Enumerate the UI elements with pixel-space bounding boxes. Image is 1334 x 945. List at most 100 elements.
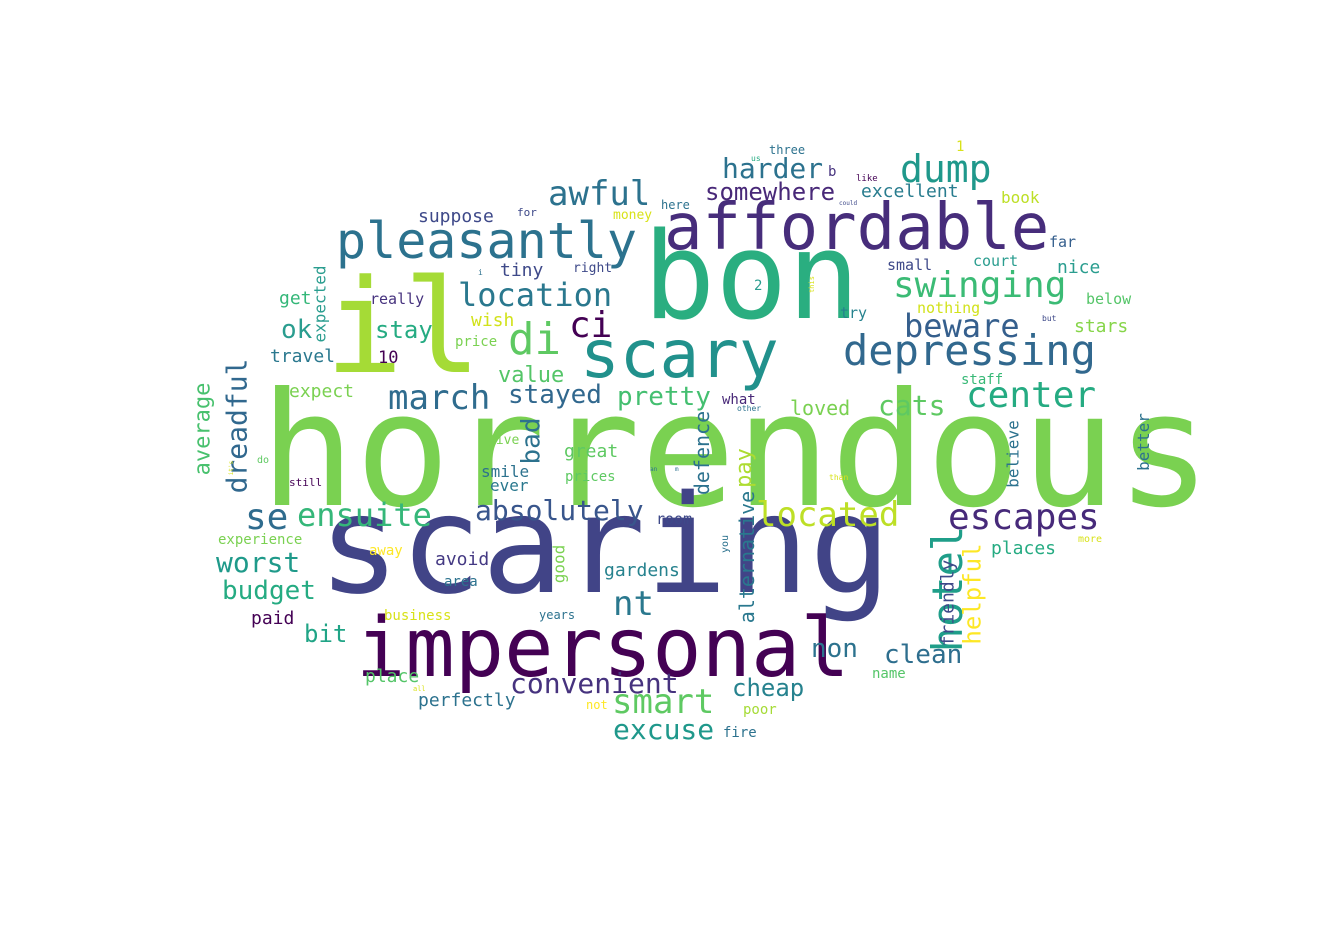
word-you: you: [720, 534, 732, 554]
word-really: really: [370, 290, 425, 308]
word-places: places: [991, 538, 1057, 559]
word-expect: expect: [289, 381, 355, 402]
word-horrendous: horrendous: [260, 359, 1212, 543]
word-value: value: [498, 363, 565, 388]
word-m: m: [675, 466, 679, 473]
word-ci: ci: [569, 305, 613, 346]
word-alternative: alternative: [735, 490, 760, 624]
word-pretty: pretty: [617, 382, 711, 412]
word-us: us: [751, 154, 761, 163]
word-give: give: [488, 433, 520, 448]
word-poor: poor: [743, 702, 777, 718]
word-b: b: [828, 164, 837, 180]
word-bad: bad: [516, 417, 547, 465]
word-tiny: tiny: [500, 260, 544, 281]
word-years: years: [539, 608, 576, 622]
word-perfectly: perfectly: [418, 690, 516, 711]
word-non: non: [811, 634, 858, 664]
word-could: could: [839, 200, 858, 207]
word-money: money: [613, 208, 653, 223]
word-dump: dump: [900, 147, 992, 191]
word-1: 1: [956, 139, 965, 155]
word-nothing: nothing: [917, 299, 981, 317]
word-more: more: [1078, 534, 1103, 545]
word-other: other: [737, 404, 762, 413]
word-get: get: [279, 288, 312, 309]
word-better: better: [1133, 413, 1153, 471]
word-10: 10: [378, 348, 399, 368]
word-wish: wish: [471, 310, 515, 331]
word-it-s: it's: [228, 460, 236, 476]
word-excellent: excellent: [861, 181, 959, 202]
word-scary: scary: [580, 316, 779, 393]
word-avoid: avoid: [435, 549, 490, 570]
word-far: far: [1049, 233, 1077, 251]
word-bon: bon: [643, 208, 860, 347]
word-loved: loved: [790, 396, 851, 420]
word-center: center: [966, 375, 1097, 416]
word-ever: ever: [490, 476, 529, 495]
word-suppose: suppose: [418, 206, 494, 227]
word-stayed: stayed: [508, 380, 602, 410]
word-nice: nice: [1057, 257, 1101, 278]
word-beware: beware: [904, 307, 1020, 345]
word-small: small: [887, 256, 933, 274]
word-ok: ok: [281, 315, 313, 345]
word-harder: harder: [722, 152, 824, 185]
word-book: book: [1001, 188, 1040, 207]
word-impersonal: impersonal: [356, 601, 850, 696]
word-nt: nt: [613, 584, 654, 624]
word-area: area: [444, 574, 478, 590]
word-stars: stars: [1074, 316, 1129, 337]
word-awful: awful: [548, 174, 651, 214]
word-convenient: convenient: [510, 667, 679, 700]
word-average: average: [190, 382, 216, 476]
word-not: not: [586, 698, 608, 712]
word-expected: expected: [310, 265, 330, 343]
word-believe: believe: [1003, 420, 1023, 488]
word-like: like: [856, 174, 878, 184]
word-scaring: scaring: [318, 467, 892, 625]
word-try: try: [840, 304, 868, 322]
word-all: all: [413, 685, 426, 693]
word-good: good: [549, 544, 569, 584]
word-great: great: [564, 441, 619, 462]
word-name: name: [872, 666, 906, 682]
word-defence: defence: [690, 410, 715, 496]
word-court: court: [973, 252, 1019, 270]
word-stay: stay: [375, 316, 433, 344]
word-prices: prices: [565, 469, 616, 485]
word-here: here: [661, 198, 690, 212]
word-price: price: [455, 334, 498, 350]
word-swinging: swinging: [893, 265, 1067, 306]
word-escapes: escapes: [948, 497, 1100, 538]
word-travel: travel: [270, 346, 336, 367]
word-il: il: [325, 251, 482, 403]
word-i: i: [478, 268, 483, 277]
word-three: three: [769, 143, 806, 157]
word-gardens: gardens: [604, 560, 680, 581]
word-than: than: [829, 473, 849, 482]
word-march: march: [388, 378, 491, 418]
word-still: still: [289, 476, 323, 489]
word-depressing: depressing: [843, 326, 1096, 375]
word-worst: worst: [216, 546, 301, 579]
word-pleasantly: pleasantly: [336, 212, 638, 270]
word-do: do: [257, 455, 270, 466]
word-clean: clean: [884, 640, 963, 670]
word-se: se: [245, 497, 289, 538]
word-place: place: [365, 666, 420, 687]
word-excuse: excuse: [613, 713, 715, 746]
word-room: room: [656, 510, 693, 528]
word-below: below: [1086, 290, 1132, 308]
word-ensuite: ensuite: [297, 496, 432, 534]
word-smile: smile: [481, 462, 530, 481]
word-paid: paid: [251, 608, 295, 629]
word-somewhere: somewhere: [705, 178, 836, 206]
word-helpful: helpful: [958, 543, 987, 645]
word-budget: budget: [222, 576, 316, 606]
word-absolutely: absolutely: [475, 494, 644, 527]
word-location: location: [458, 276, 613, 314]
word-this: this: [807, 276, 816, 293]
